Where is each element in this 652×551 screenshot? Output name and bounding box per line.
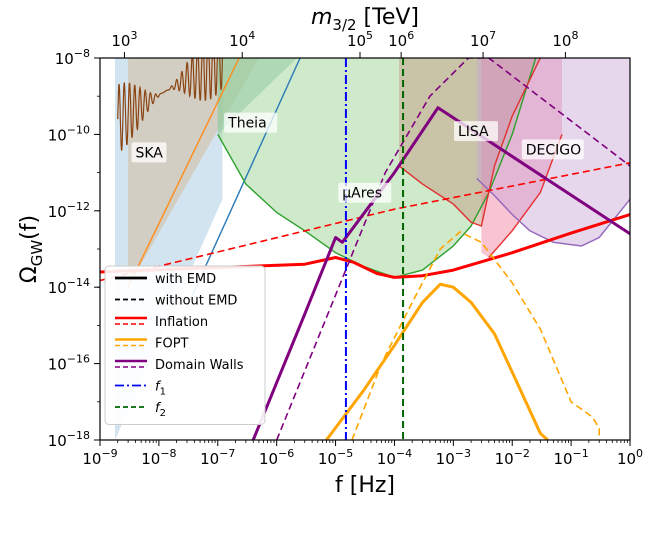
y-tick-label: 10−14 bbox=[48, 276, 90, 297]
legend-entry: Inflation bbox=[115, 315, 208, 330]
top-axis-title: m3/2 [TeV] bbox=[311, 5, 419, 34]
region-lisa bbox=[399, 58, 541, 226]
legend-entry: f2 bbox=[115, 401, 166, 419]
svg-text:f2: f2 bbox=[155, 401, 166, 419]
top-tick-label: 107 bbox=[470, 29, 496, 50]
region-boundary-5 bbox=[476, 177, 630, 247]
region-labels: SKA Theia µAres LISA DECIGO bbox=[131, 112, 584, 203]
svg-text:Domain Walls: Domain Walls bbox=[155, 358, 244, 373]
region-band-5 bbox=[481, 58, 562, 258]
svg-text:DECIGO: DECIGO bbox=[526, 142, 581, 158]
region-boundary-3 bbox=[398, 58, 541, 227]
svg-text:f1: f1 bbox=[155, 380, 166, 398]
region-boundary-4 bbox=[488, 134, 563, 258]
region-label-decigo: DECIGO bbox=[521, 139, 584, 160]
x-tick-label: 10−8 bbox=[141, 447, 176, 468]
x-tick-label: 10−9 bbox=[82, 447, 117, 468]
x-tick-label: 10−7 bbox=[200, 447, 235, 468]
curve-domain-walls bbox=[251, 106, 630, 440]
x-tick-label: 10−1 bbox=[553, 447, 588, 468]
y-tick-label: 10−10 bbox=[48, 123, 90, 144]
top-tick-label: 104 bbox=[229, 29, 255, 50]
svg-text:Inflation: Inflation bbox=[155, 315, 208, 330]
axes: 10−9 10−8 10−7 10−6 10−5 10−4 10−3 10−2 10−1 100 1… bbox=[48, 29, 643, 468]
ska-oscillation-curve bbox=[117, 58, 223, 151]
x-tick-label: 10−5 bbox=[318, 447, 353, 468]
x-axis-title: f [Hz] bbox=[335, 473, 395, 498]
y-tick-label: 10−18 bbox=[48, 429, 90, 450]
legend: with EMD without EMD Inflation FOPT Domain W… bbox=[104, 265, 266, 425]
svg-text:µAres: µAres bbox=[342, 186, 382, 202]
svg-text:without EMD: without EMD bbox=[155, 294, 237, 309]
x-tick-label: 10−6 bbox=[259, 447, 294, 468]
curve-fopt bbox=[325, 282, 549, 440]
y-axis-title: ΩGW(f) bbox=[17, 215, 46, 283]
region-label-theia: Theia bbox=[224, 112, 278, 133]
svg-text:LISA: LISA bbox=[458, 124, 489, 140]
curve-fopt-without-emd bbox=[351, 231, 601, 440]
svg-text:with EMD: with EMD bbox=[155, 272, 216, 287]
x-tick-label: 10−2 bbox=[495, 447, 530, 468]
x-tick-label: 10−3 bbox=[436, 447, 471, 468]
svg-text:Theia: Theia bbox=[227, 116, 267, 132]
svg-text:FOPT: FOPT bbox=[155, 337, 189, 352]
x-tick-label: 10−4 bbox=[377, 447, 412, 468]
region-label-µares: µAres bbox=[338, 182, 392, 203]
top-tick-label: 108 bbox=[552, 29, 578, 50]
y-tick-label: 10−8 bbox=[55, 47, 90, 68]
top-tick-label: 105 bbox=[347, 29, 373, 50]
legend-entry: Domain Walls bbox=[115, 358, 244, 373]
x-tick-label: 100 bbox=[617, 447, 643, 468]
svg-text:SKA: SKA bbox=[135, 145, 163, 161]
curve-inflation-without-emd bbox=[100, 162, 630, 282]
region-boundary-0 bbox=[127, 58, 240, 288]
signal-curves bbox=[100, 58, 630, 440]
legend-entry: f1 bbox=[115, 380, 166, 398]
region-label-lisa: LISA bbox=[453, 121, 498, 142]
region-label-ska: SKA bbox=[131, 142, 167, 163]
y-tick-label: 10−12 bbox=[48, 200, 90, 221]
legend-entry: FOPT bbox=[115, 337, 189, 352]
legend-entry: without EMD bbox=[115, 294, 237, 309]
top-tick-label: 106 bbox=[388, 29, 414, 50]
y-tick-label: 10−16 bbox=[48, 353, 90, 374]
legend-entry: with EMD bbox=[115, 272, 216, 287]
top-tick-label: 103 bbox=[111, 29, 137, 50]
